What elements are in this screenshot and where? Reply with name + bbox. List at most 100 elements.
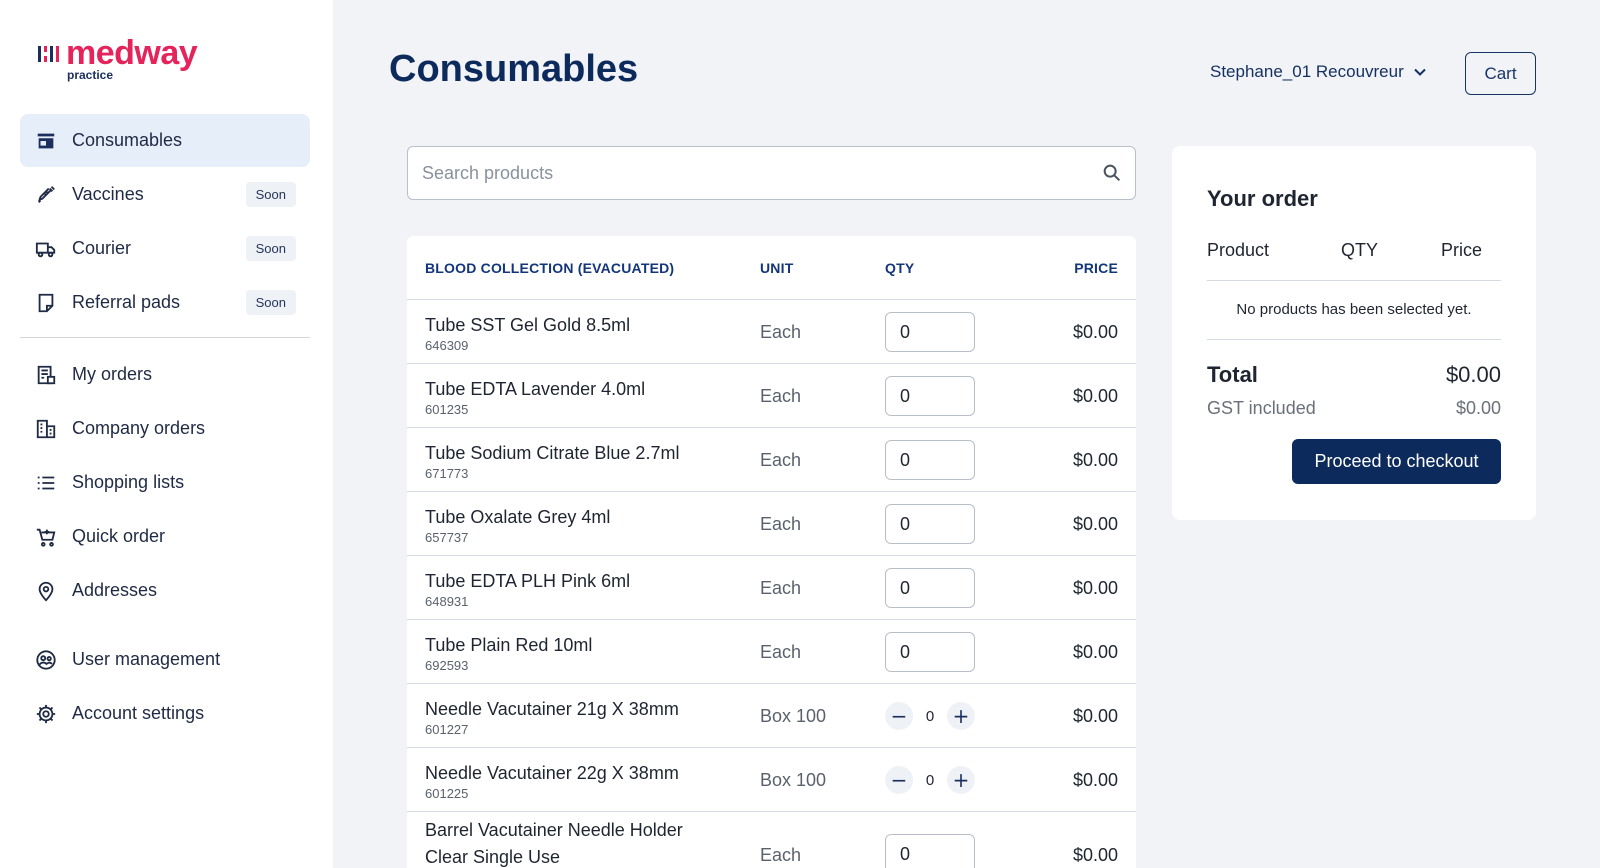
syringe-icon <box>34 183 58 207</box>
decrement-button[interactable]: − <box>885 702 913 730</box>
product-name: Tube EDTA Lavender 4.0ml <box>425 379 646 399</box>
list-icon <box>34 471 58 495</box>
sidebar-item-label: My orders <box>72 364 153 384</box>
order-column-qty: QTY <box>1341 240 1379 260</box>
sidebar-item-referral-pads[interactable]: Referral pads Soon <box>20 276 310 329</box>
cart-plus-icon <box>34 525 58 549</box>
sidebar-item-shopping-lists[interactable]: Shopping lists <box>20 456 310 509</box>
product-unit: Each <box>760 386 802 406</box>
secondary-nav: My orders Company orders Shopping lists … <box>20 348 310 618</box>
truck-icon <box>34 237 58 261</box>
sidebar-item-label: Vaccines <box>72 184 144 204</box>
quantity-input[interactable] <box>885 632 975 672</box>
nav-divider <box>20 337 310 338</box>
quantity-stepper: − 0 + <box>885 702 975 730</box>
table-row: Tube Oxalate Grey 4ml 657737 Each $0.00 <box>407 492 1136 556</box>
product-table: BLOOD COLLECTION (EVACUATED) UNIT QTY PR… <box>407 236 1136 868</box>
quantity-value: 0 <box>925 707 935 725</box>
table-header: BLOOD COLLECTION (EVACUATED) UNIT QTY PR… <box>407 236 1136 300</box>
chevron-down-icon <box>1414 68 1426 76</box>
order-column-product: Product <box>1207 240 1270 260</box>
proceed-to-checkout-button[interactable]: Proceed to checkout <box>1292 439 1501 484</box>
gst-value: $0.00 <box>1455 398 1501 418</box>
order-title: Your order <box>1207 186 1318 211</box>
brand-name: medway <box>66 34 198 72</box>
sidebar-item-my-orders[interactable]: My orders <box>20 348 310 401</box>
product-code: 601227 <box>425 722 469 737</box>
sidebar-item-label: Addresses <box>72 580 158 600</box>
product-name: Tube EDTA PLH Pink 6ml <box>425 571 631 591</box>
total-label: Total <box>1207 362 1258 387</box>
column-header-unit: UNIT <box>760 259 794 276</box>
medway-logo-icon <box>38 46 59 62</box>
quantity-input[interactable] <box>885 376 975 416</box>
tertiary-nav: User management Account settings <box>20 633 310 741</box>
sidebar-item-company-orders[interactable]: Company orders <box>20 402 310 455</box>
product-name: Needle Vacutainer 22g X 38mm <box>425 763 679 783</box>
quantity-input[interactable] <box>885 312 975 352</box>
quantity-input[interactable] <box>885 440 975 480</box>
search-icon[interactable] <box>1101 162 1123 184</box>
product-code: 648931 <box>425 594 469 609</box>
medway-logo[interactable]: medway practice <box>38 34 238 84</box>
quantity-input[interactable] <box>885 834 975 868</box>
location-pin-icon <box>34 579 58 603</box>
table-row: Tube SST Gel Gold 8.5ml 646309 Each $0.0… <box>407 300 1136 364</box>
table-row: Tube EDTA PLH Pink 6ml 648931 Each $0.00 <box>407 556 1136 620</box>
sidebar-item-vaccines[interactable]: Vaccines Soon <box>20 168 310 221</box>
user-menu[interactable]: Stephane_01 Recouvreur <box>1210 62 1428 82</box>
sidebar-item-courier[interactable]: Courier Soon <box>20 222 310 275</box>
user-name: Stephane_01 Recouvreur <box>1210 62 1404 81</box>
product-price: $0.00 <box>1072 514 1118 534</box>
increment-button[interactable]: + <box>947 702 975 730</box>
increment-button[interactable]: + <box>947 766 975 794</box>
gst-label: GST included <box>1207 398 1316 418</box>
product-unit: Each <box>760 578 802 598</box>
product-price: $0.00 <box>1072 845 1118 865</box>
sidebar-item-user-management[interactable]: User management <box>20 633 310 686</box>
decrement-button[interactable]: − <box>885 766 913 794</box>
table-row: Tube EDTA Lavender 4.0ml 601235 Each $0.… <box>407 364 1136 428</box>
product-code: 646309 <box>425 338 469 353</box>
product-name: Barrel Vacutainer Needle Holder Clear Si… <box>425 820 683 867</box>
sidebar-item-label: Courier <box>72 238 132 258</box>
product-unit: Each <box>760 514 802 534</box>
empty-order-message: No products has been selected yet. <box>1236 301 1472 318</box>
table-row: Needle Vacutainer 22g X 38mm 601225 Box … <box>407 748 1136 812</box>
product-code: 601225 <box>425 786 469 801</box>
sidebar-item-quick-order[interactable]: Quick order <box>20 510 310 563</box>
column-header-name: BLOOD COLLECTION (EVACUATED) <box>425 259 675 276</box>
product-price: $0.00 <box>1072 770 1118 790</box>
table-row: Tube Plain Red 10ml 692593 Each $0.00 <box>407 620 1136 684</box>
product-unit: Each <box>760 450 802 470</box>
product-code: 692593 <box>425 658 469 673</box>
product-unit: Box 100 <box>760 770 827 790</box>
sidebar-item-label: Quick order <box>72 526 166 546</box>
sidebar: medway practice Consumables Vaccines Soo… <box>0 0 333 868</box>
divider <box>1207 339 1501 340</box>
store-icon <box>34 129 58 153</box>
product-price: $0.00 <box>1072 322 1118 342</box>
product-price: $0.00 <box>1072 450 1118 470</box>
quantity-input[interactable] <box>885 568 975 608</box>
table-row: Needle Vacutainer 21g X 38mm 601227 Box … <box>407 684 1136 748</box>
product-name: Tube Sodium Citrate Blue 2.7ml <box>425 443 680 463</box>
product-price: $0.00 <box>1072 386 1118 406</box>
product-price: $0.00 <box>1072 578 1118 598</box>
sidebar-item-account-settings[interactable]: Account settings <box>20 687 310 740</box>
soon-badge: Soon <box>245 236 296 261</box>
cart-button[interactable]: Cart <box>1465 52 1536 95</box>
product-name: Tube Plain Red 10ml <box>425 635 593 655</box>
total-value: $0.00 <box>1445 362 1501 387</box>
quantity-value: 0 <box>925 771 935 789</box>
sidebar-item-addresses[interactable]: Addresses <box>20 564 310 617</box>
search-input[interactable] <box>422 147 1082 199</box>
page-title: Consumables <box>389 48 639 90</box>
product-price: $0.00 <box>1072 706 1118 726</box>
soon-badge: Soon <box>245 182 296 207</box>
table-row: Barrel Vacutainer Needle Holder Clear Si… <box>407 812 1136 868</box>
product-name: Tube SST Gel Gold 8.5ml <box>425 315 631 335</box>
sidebar-item-consumables[interactable]: Consumables <box>20 114 310 167</box>
user-circle-icon <box>34 648 58 672</box>
quantity-input[interactable] <box>885 504 975 544</box>
